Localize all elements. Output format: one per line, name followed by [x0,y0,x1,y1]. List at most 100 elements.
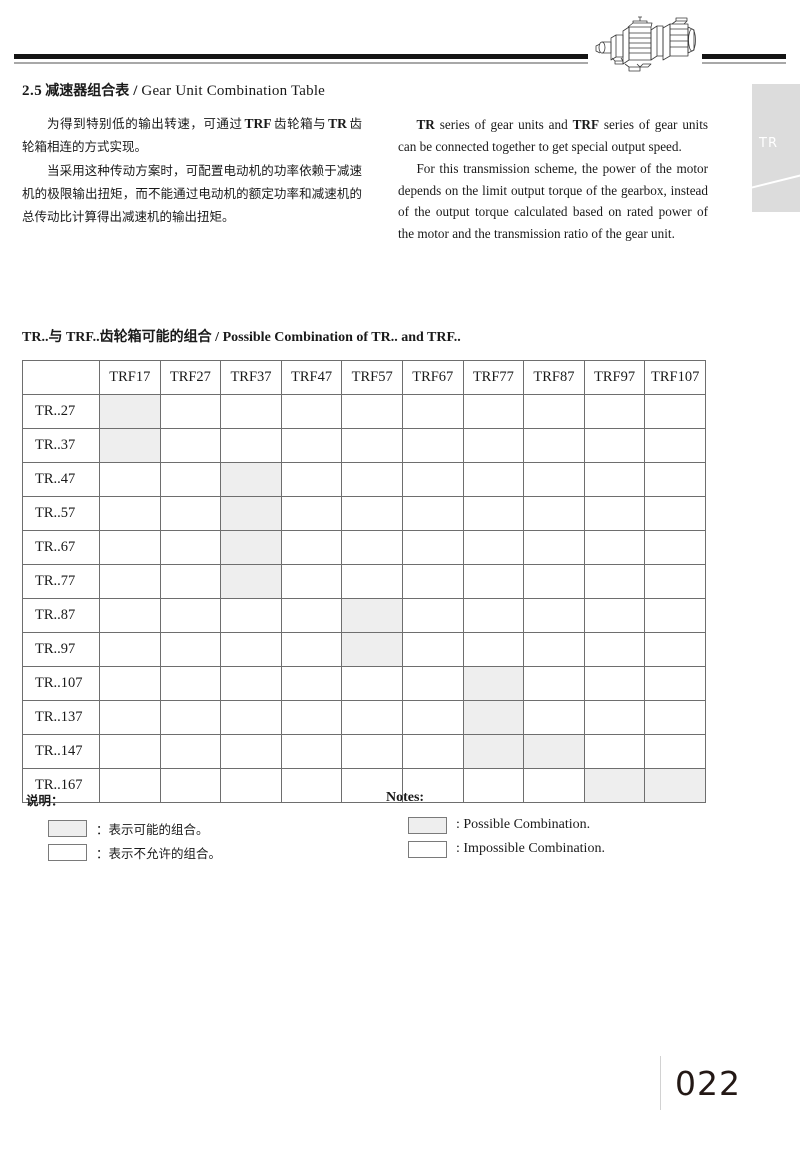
header-rule-thick [14,54,786,59]
table-cell-tr27-trf77 [462,394,525,429]
page-number: 022 [675,1063,741,1103]
table-row-header-tr37: TR..37 [22,428,100,463]
table-cell-tr87-trf37 [220,598,282,633]
table-cell-tr97-trf17 [99,632,161,667]
table-cell-tr147-trf17 [99,734,161,769]
table-cell-tr147-trf77 [462,734,525,769]
table-row-header-tr107: TR..107 [22,666,100,701]
legend-en-item-possible: : Possible Combination. [386,813,716,837]
table-cell-tr137-trf57 [341,700,403,735]
table-cell-tr107-trf107 [644,666,706,701]
table-cell-tr37-trf47 [280,428,343,463]
table-cell-tr167-trf17 [99,768,161,803]
table-row: TR..147 [22,734,706,769]
table-cell-tr147-trf37 [220,734,282,769]
table-cell-tr167-trf57 [341,768,403,803]
table-cell-tr37-trf37 [220,428,282,463]
table-cell-tr27-trf37 [220,394,282,429]
legend-swatch-empty-icon [48,843,87,861]
table-cell-tr77-trf87 [523,564,585,599]
table-cell-tr97-trf87 [523,632,585,667]
table-column-header-trf97: TRF97 [583,360,646,395]
table-cell-tr37-trf27 [159,428,222,463]
table-row-header-tr77: TR..77 [22,564,100,599]
table-cell-tr77-trf77 [462,564,525,599]
table-cell-tr137-trf67 [401,700,464,735]
table-cell-tr77-trf67 [401,564,464,599]
table-cell-tr107-trf17 [99,666,161,701]
table-cell-tr107-trf97 [583,666,646,701]
table-row-header-tr137: TR..137 [22,700,100,735]
table-column-header-trf67: TRF67 [401,360,464,395]
table-column-header-trf17: TRF17 [99,360,161,395]
side-tab-label: TR [759,136,778,151]
table-cell-tr167-trf47 [280,768,343,803]
table-column-header-trf27: TRF27 [159,360,222,395]
table-caption-en: Possible Combination of TR.. and TRF.. [222,330,461,345]
table-row: TR..37 [22,428,706,463]
table-cell-tr67-trf67 [401,530,464,565]
table-row-header-tr57: TR..57 [22,496,100,531]
header-rule [14,54,786,66]
section-heading: 2.5 减速器组合表 / Gear Unit Combination Table [22,80,325,102]
table-row: TR..27 [22,394,706,429]
legend-english: Notes: : Possible Combination. : Impossi… [386,790,716,861]
term-trf-en: TRF [572,117,600,132]
table-cell-tr97-trf37 [220,632,282,667]
table-cell-tr57-trf57 [341,496,403,531]
table-cell-tr167-trf77 [462,768,525,803]
table-cell-tr77-trf27 [159,564,222,599]
table-cell-tr87-trf47 [280,598,343,633]
table-row: TR..67 [22,530,706,565]
table-row: TR..107 [22,666,706,701]
intro-cn-paragraph-2: 当采用这种传动方案时，可配置电动机的功率依赖于减速机的极限输出扭矩，而不能通过电… [22,163,362,224]
table-cell-tr57-trf37 [220,496,282,531]
table-cell-tr47-trf37 [220,462,282,497]
table-row-header-tr67: TR..67 [22,530,100,565]
legend-swatch-filled-icon [48,819,87,837]
table-cell-tr137-trf27 [159,700,222,735]
table-cell-tr107-trf47 [280,666,343,701]
table-cell-tr37-trf97 [583,428,646,463]
side-index-tab: TR [752,84,800,212]
table-header-row: TRF17 TRF27 TRF37 TRF47 TRF57 TRF67 TRF77 TRF87… [22,360,706,395]
table-cell-tr27-trf87 [523,394,585,429]
legend-chinese: 说明： ：表示可能的组合。 ：表示不允许的组合。 [26,790,356,864]
legend-en-text-impossible: : Impossible Combination. [456,841,605,856]
table-cell-tr27-trf97 [583,394,646,429]
table-cell-tr87-trf77 [462,598,525,633]
table-row-header-tr167: TR..167 [22,768,100,803]
table-cell-tr67-trf47 [280,530,343,565]
table-cell-tr77-trf97 [583,564,646,599]
table-column-header-trf77: TRF77 [462,360,525,395]
table-cell-tr47-trf87 [523,462,585,497]
table-cell-tr87-trf87 [523,598,585,633]
table-cell-tr57-trf67 [401,496,464,531]
table-cell-tr37-trf57 [341,428,403,463]
section-title-separator: / [133,83,138,99]
table-cell-tr97-trf97 [583,632,646,667]
table-cell-tr27-trf47 [280,394,343,429]
table-cell-tr37-trf17 [99,428,161,463]
table-cell-tr137-trf87 [523,700,585,735]
term-trf: TRF [244,116,272,131]
table-header: TRF17 TRF27 TRF37 TRF47 TRF57 TRF67 TRF77 TRF87… [22,360,706,395]
table-row: TR..57 [22,496,706,531]
table-cell-tr167-trf97 [583,768,646,803]
table-cell-tr67-trf37 [220,530,282,565]
table-row-header-tr87: TR..87 [22,598,100,633]
legend-swatch-empty-icon [408,840,447,858]
table-cell-tr147-trf67 [401,734,464,769]
gear-combination-table: TRF17 TRF27 TRF37 TRF47 TRF57 TRF67 TRF77 TRF87… [22,360,706,803]
table-cell-tr77-trf57 [341,564,403,599]
table-cell-tr97-trf67 [401,632,464,667]
table-cell-tr67-trf87 [523,530,585,565]
table-row: TR..87 [22,598,706,633]
table-corner-cell [22,360,100,395]
term-tr: TR [328,116,347,131]
table-cell-tr47-trf97 [583,462,646,497]
table-cell-tr107-trf77 [462,666,525,701]
table-row-header-tr147: TR..147 [22,734,100,769]
table-row: TR..47 [22,462,706,497]
table-cell-tr97-trf47 [280,632,343,667]
